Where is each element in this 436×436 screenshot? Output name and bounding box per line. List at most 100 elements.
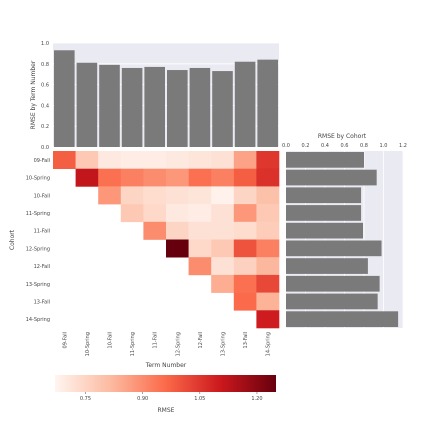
heatmap-cell xyxy=(211,204,235,223)
right-bar-10-Fall xyxy=(286,187,362,204)
top-bar-10-Fall xyxy=(99,64,120,147)
heatmap-cell xyxy=(188,168,212,187)
right-bar-x-tick-label: 0.0 xyxy=(282,143,290,149)
heatmap-x-tick-label: 11-Fall xyxy=(153,332,159,348)
heatmap-x-tick-label: 12-Spring xyxy=(175,332,181,356)
heatmap-cell xyxy=(211,221,235,240)
heatmap-cell xyxy=(233,168,257,187)
heatmap-x-tick-label: 10-Spring xyxy=(85,332,91,356)
top-bar-y-tick-label: 0.4 xyxy=(41,103,49,109)
heatmap-cell xyxy=(188,204,212,223)
heatmap-cell xyxy=(256,186,280,205)
heatmap-cell xyxy=(143,204,167,223)
heatmap-cell xyxy=(53,151,76,169)
top-bar-13-Fall xyxy=(234,61,256,147)
heatmap-cell xyxy=(188,257,212,276)
heatmap-cell xyxy=(256,239,280,258)
right-bar-x-tick-label: 1.0 xyxy=(380,143,388,149)
colorbar-label: RMSE xyxy=(158,407,175,414)
top-bar-chart: 0.0 0.2 0.4 0.6 0.8 1.0 RMSE by Term Number xyxy=(30,41,279,151)
right-bar-x-tick-label: 0.2 xyxy=(302,143,310,149)
heatmap-cell xyxy=(166,151,189,169)
top-bar-y-tick-label: 0.8 xyxy=(41,62,49,68)
heatmap-cell xyxy=(166,168,189,187)
heatmap-cell xyxy=(233,239,257,258)
heatmap-cell xyxy=(166,221,189,240)
top-bar-11-Fall xyxy=(144,66,165,147)
heatmap-cell xyxy=(120,168,144,187)
heatmap-cell xyxy=(211,274,235,293)
right-bar-11-Spring xyxy=(286,205,362,221)
heatmap-cell xyxy=(75,168,99,187)
heatmap-x-tick-label: 10-Fall xyxy=(108,332,114,348)
heatmap-cell xyxy=(188,221,212,240)
heatmap-cell xyxy=(188,239,212,258)
right-bar-x-tick-label: 0.8 xyxy=(360,143,368,149)
heatmap-x-axis-label: Term Number xyxy=(145,362,187,369)
top-bar-11-Spring xyxy=(121,67,143,147)
heatmap-cell xyxy=(143,168,167,187)
right-bar-x-tick-label: 0.4 xyxy=(321,143,329,149)
heatmap-y-tick-label: 10-Spring xyxy=(26,176,50,182)
right-bar-09-Fall xyxy=(286,152,364,168)
top-bar-y-axis-label: RMSE by Term Number xyxy=(30,60,37,129)
heatmap-cell xyxy=(256,168,280,187)
colorbar: 0.75 0.90 1.05 1.20 RMSE xyxy=(55,375,276,414)
heatmap-cell xyxy=(188,151,212,169)
top-bar-y-tick-label: 0.6 xyxy=(41,83,49,89)
heatmap-cell xyxy=(233,274,257,293)
top-bar-13-Spring xyxy=(212,71,233,147)
heatmap-cell xyxy=(256,257,280,276)
heatmap-cell xyxy=(211,257,235,276)
heatmap-cell xyxy=(120,151,144,169)
right-bar-14-Spring xyxy=(286,311,399,327)
heatmap-x-tick-label: 13-Fall xyxy=(243,332,249,348)
top-bar-10-Spring xyxy=(76,62,98,148)
top-bar-09-Fall xyxy=(54,50,75,147)
heatmap-y-tick-label: 10-Fall xyxy=(34,193,50,199)
heatmap-cell xyxy=(166,186,189,205)
right-bar-chart-title: RMSE by Cohort xyxy=(318,133,367,140)
colorbar-tick-label: 0.75 xyxy=(80,396,91,402)
heatmap-cell xyxy=(98,186,122,205)
heatmap-cell xyxy=(98,168,122,187)
heatmap-x-tick-label: 13-Spring xyxy=(221,332,227,356)
right-bar-11-Fall xyxy=(286,222,364,239)
heatmap-cell xyxy=(143,186,167,205)
heatmap-cell xyxy=(233,186,257,205)
heatmap-cell xyxy=(120,186,144,205)
right-bar-13-Fall xyxy=(286,293,378,310)
heatmap-y-tick-label: 14-Spring xyxy=(26,317,50,323)
heatmap-cell xyxy=(256,204,280,223)
top-bar-12-Spring xyxy=(167,70,188,147)
heatmap-cell xyxy=(211,186,235,205)
heatmap-x-tick-label: 11-Spring xyxy=(130,332,136,356)
heatmap-cell xyxy=(233,221,257,240)
top-bar-12-Fall xyxy=(189,67,211,147)
heatmap-cell xyxy=(143,221,167,240)
heatmap-cell xyxy=(143,151,167,169)
heatmap-cell xyxy=(75,151,99,169)
right-bar-chart: 0.0 0.2 0.4 0.6 0.8 1.0 1.2 RMSE by Cohort xyxy=(282,133,407,328)
heatmap-cell xyxy=(233,292,257,311)
heatmap-cell xyxy=(166,204,189,223)
heatmap-cell xyxy=(256,292,280,311)
top-bar-y-tick-label: 0.0 xyxy=(41,145,49,151)
heatmap-x-tick-label: 12-Fall xyxy=(198,332,204,348)
right-bar-x-tick-label: 1.2 xyxy=(399,143,407,149)
heatmap-x-tick-label: 09-Fall xyxy=(62,332,68,348)
colorbar-tick-label: 1.05 xyxy=(194,396,205,402)
colorbar-gradient xyxy=(55,375,276,392)
heatmap-cell xyxy=(233,204,257,223)
heatmap-y-tick-label: 09-Fall xyxy=(34,158,50,164)
heatmap-cell xyxy=(211,168,235,187)
colorbar-tick-label: 0.90 xyxy=(137,396,148,402)
heatmap-cell xyxy=(120,204,144,223)
right-bar-x-tick-label: 0.6 xyxy=(341,143,349,149)
top-bar-y-tick-label: 1.0 xyxy=(41,41,49,47)
heatmap-y-tick-label: 12-Spring xyxy=(26,246,50,252)
heatmap-y-tick-label: 13-Spring xyxy=(26,282,50,288)
heatmap-cell xyxy=(98,151,122,169)
heatmap-cell xyxy=(211,151,235,169)
heatmap-cell xyxy=(256,221,280,240)
